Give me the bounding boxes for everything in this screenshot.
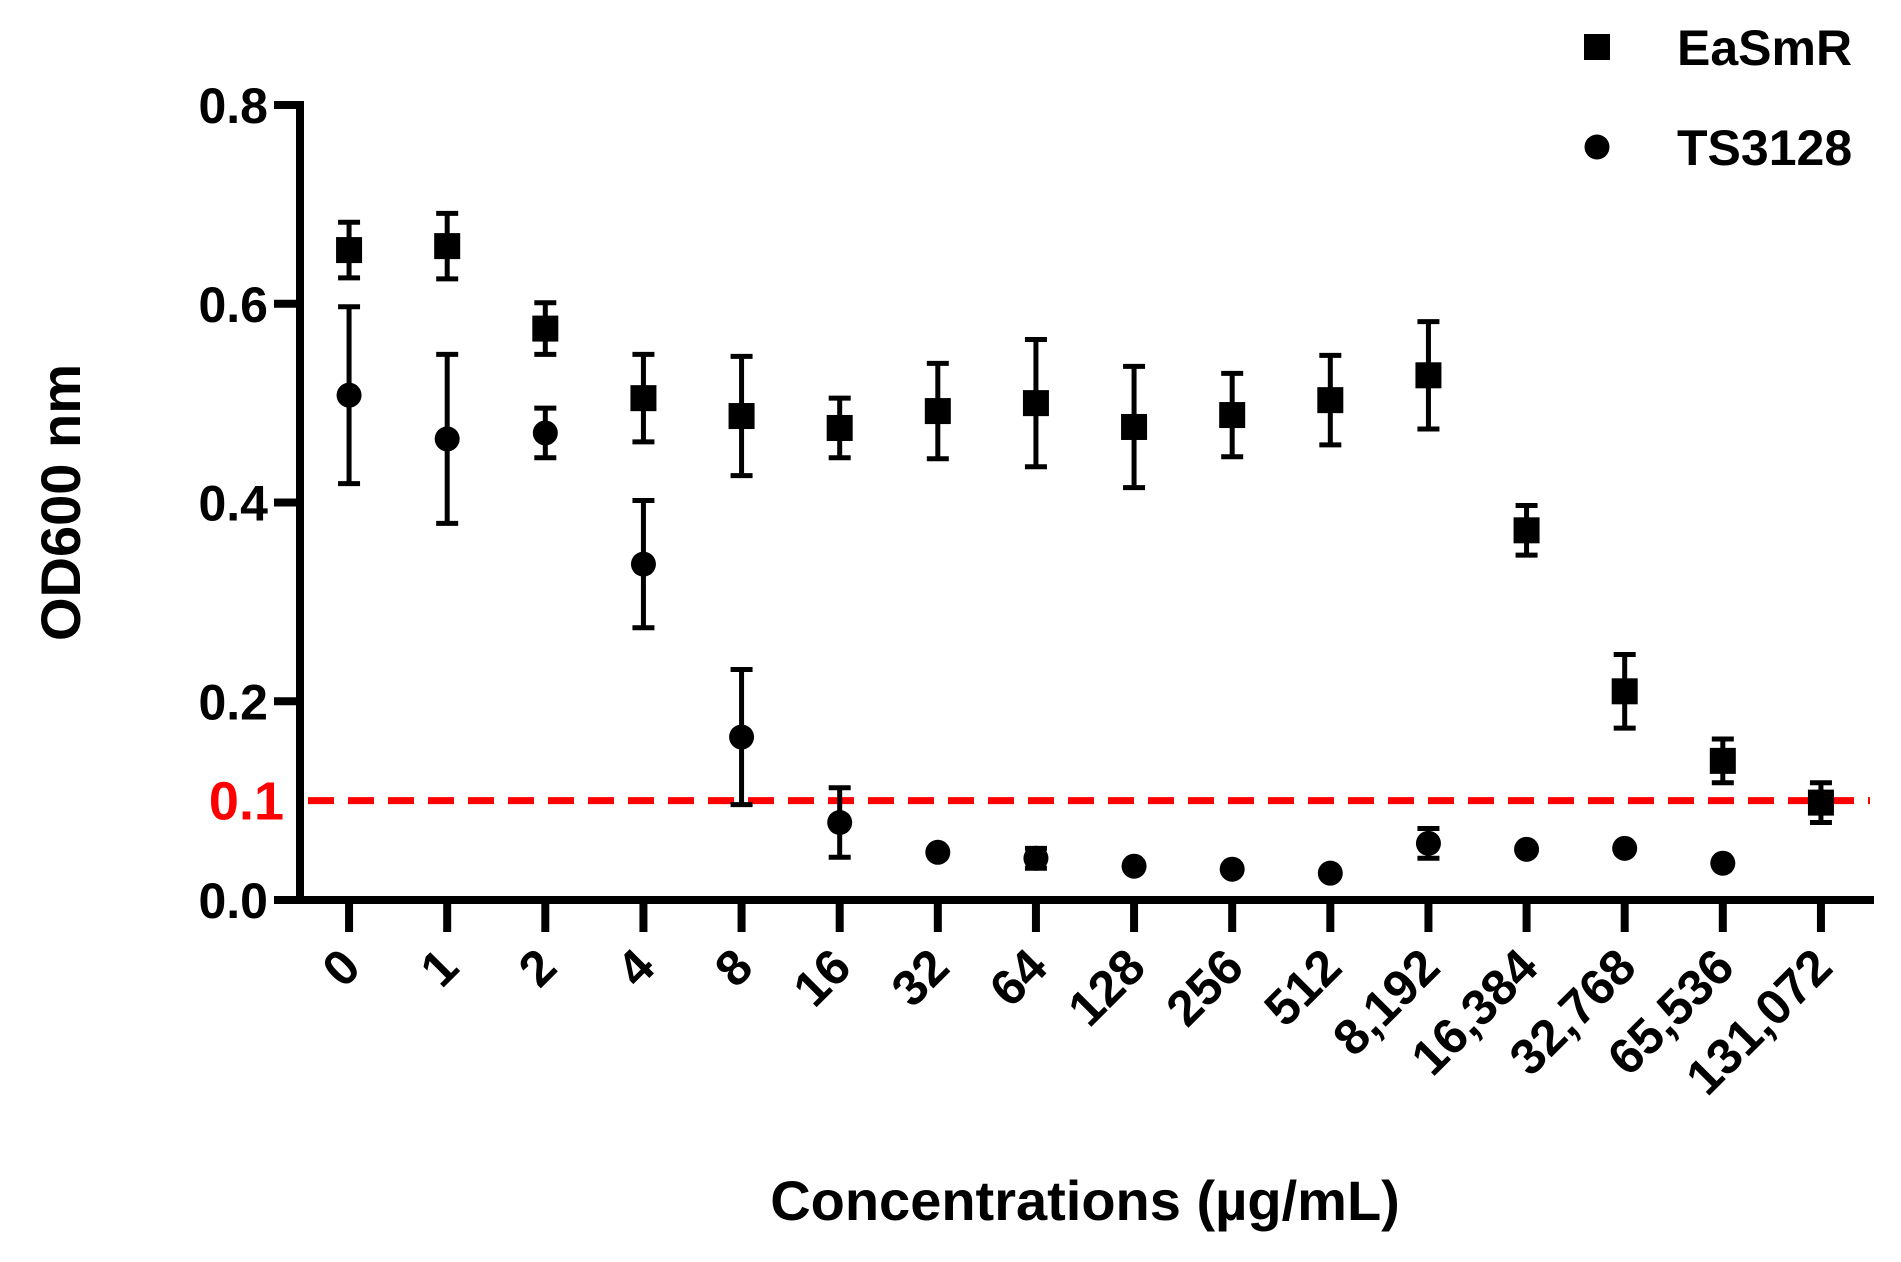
y-axis-title: OD600 nm <box>29 364 92 641</box>
easmr-point <box>630 385 657 412</box>
ts3128-point <box>1710 850 1736 876</box>
y-tick-label: 0.0 <box>198 873 268 929</box>
x-tick-label: 0 <box>312 938 371 997</box>
ts3128-point <box>1219 856 1245 882</box>
x-tick-label: 4 <box>606 938 665 997</box>
easmr-point <box>532 315 559 342</box>
x-tick-label: 16 <box>783 938 862 1017</box>
easmr-point <box>1121 413 1148 440</box>
ts3128-point <box>1612 835 1638 861</box>
easmr-point <box>924 398 951 425</box>
ts3128-point <box>1121 853 1147 879</box>
easmr-point <box>1611 678 1638 705</box>
legend-marker-easmr <box>1584 34 1610 60</box>
easmr-point <box>826 414 853 441</box>
ts3128-point <box>434 426 460 452</box>
ts3128-point <box>1023 845 1049 871</box>
y-tick-label: 0.8 <box>198 78 268 134</box>
ts3128-point <box>1514 836 1540 862</box>
easmr-point <box>728 403 755 430</box>
ts3128-point <box>1415 830 1441 856</box>
easmr-point <box>434 233 461 260</box>
ts3128-point <box>729 724 755 750</box>
x-tick-label: 2 <box>508 938 567 997</box>
data-marks <box>336 210 1834 886</box>
y-axis-ticks: 0.0 0.2 0.4 0.6 0.8 <box>198 78 300 929</box>
easmr-point <box>1022 390 1049 417</box>
threshold-label: 0.1 <box>209 772 284 832</box>
x-axis-title: Concentrations (µg/mL) <box>770 1169 1400 1232</box>
x-tick-label: 128 <box>1057 938 1156 1037</box>
x-tick-label: 32 <box>881 938 960 1017</box>
ts3128-point <box>925 839 951 865</box>
legend-marker-ts3128 <box>1584 134 1610 160</box>
ts3128-point <box>630 551 656 577</box>
y-tick-label: 0.4 <box>198 476 268 532</box>
easmr-point <box>1317 387 1344 414</box>
ts3128-point <box>532 420 558 446</box>
easmr-point <box>1807 789 1834 816</box>
x-axis-ticks: 0 1 2 4 8 16 32 64 128 256 5128,19216,38432,76865,… <box>312 900 1843 1106</box>
ts3128-point <box>336 382 362 408</box>
easmr-point <box>1219 402 1246 429</box>
x-tick-label: 256 <box>1155 938 1254 1037</box>
easmr-point <box>336 237 363 264</box>
ts3128-point <box>1317 860 1343 886</box>
ts3128-point <box>827 809 853 835</box>
y-tick-label: 0.6 <box>198 277 268 333</box>
easmr-point <box>1513 517 1540 544</box>
legend: EaSmR TS3128 <box>1584 20 1852 176</box>
y-tick-label: 0.2 <box>198 674 268 730</box>
legend-label-ts3128: TS3128 <box>1677 120 1852 176</box>
easmr-point <box>1709 747 1736 774</box>
x-tick-label: 8 <box>704 938 763 997</box>
legend-label-easmr: EaSmR <box>1677 20 1852 76</box>
x-tick-label: 64 <box>979 938 1058 1017</box>
x-tick-label: 1 <box>410 938 469 997</box>
easmr-point <box>1415 362 1442 389</box>
